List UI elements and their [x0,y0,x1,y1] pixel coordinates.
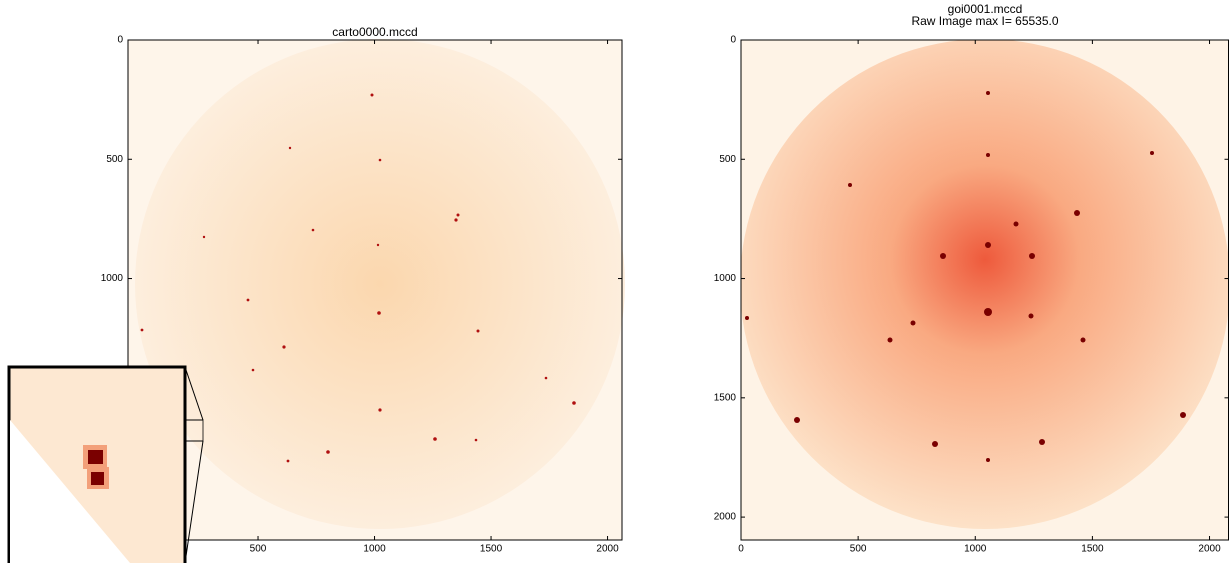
y-tick-label: 500 [719,154,736,165]
chart-title: goi0001.mccd [948,2,1023,16]
x-tick-label: 1500 [1081,544,1104,555]
y-tick-label: 1000 [714,273,737,284]
x-tick-label: 500 [250,544,267,555]
x-tick-label: 500 [850,544,867,555]
chart-title: carto0000.mccd [332,25,417,39]
titles: carto0000.mccd goi0001.mccd Raw Image ma… [332,2,1059,39]
y-tick-label: 0 [117,35,123,46]
x-tick-label: 1000 [363,544,386,555]
x-tick-label: 1500 [480,544,503,555]
y-tick-label: 1500 [714,392,737,403]
x-tick-label: 2000 [596,544,619,555]
y-tick-label: 500 [106,154,123,165]
y-tick-label: 2000 [714,512,737,523]
image-disk [135,39,625,529]
plots: 500 1000 1500 2000 0 500 1000 0 500 1000 1500 2000 0… [101,35,1229,555]
chart-subtitle: Raw Image max I= 65535.0 [911,14,1058,28]
y-tick-label: 0 [730,35,736,46]
spots [140,93,576,463]
y-tick-label: 1000 [101,273,124,284]
x-tick-label: 1000 [964,544,987,555]
x-tick-label: 2000 [1198,544,1221,555]
inset [7,365,204,563]
spots [745,91,1186,462]
x-tick-label: 0 [738,544,744,555]
image-disk [741,40,1229,529]
